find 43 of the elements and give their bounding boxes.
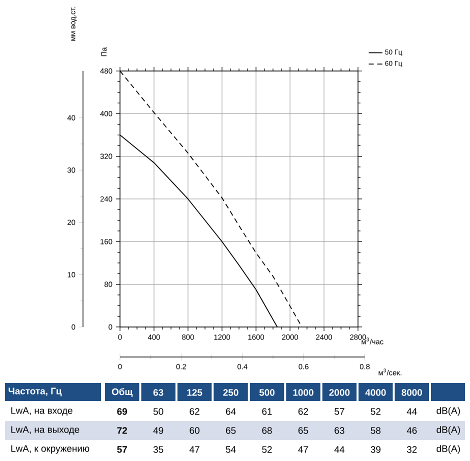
data-label: 60 [190, 427, 200, 434]
x-tick-label: 2000 [329, 389, 350, 396]
data-label: 47 [190, 446, 200, 453]
x-tick-label: 4000 [365, 389, 386, 396]
y2-tick-label: dB(A) [436, 445, 460, 454]
data-label: 47 [298, 446, 308, 453]
x-tick-label: 8000 [402, 389, 422, 396]
data-label: 52 [370, 408, 380, 415]
data-label: 72 [117, 427, 128, 434]
data-label: 57 [334, 408, 344, 415]
x-tick-label: 63 [153, 389, 164, 396]
data-label: 63 [334, 427, 344, 434]
x-tick-label: 250 [223, 389, 238, 396]
data-label: 61 [262, 408, 272, 415]
x-tick-label: Общ [112, 388, 133, 397]
x-tick-label: 125 [187, 389, 202, 396]
y-axis-title: Частота, Гц [8, 388, 62, 396]
data-label: 62 [190, 408, 200, 415]
x-tick-label: 500 [259, 389, 275, 396]
data-label: 39 [370, 446, 380, 453]
data-label: 35 [153, 446, 164, 453]
data-label: 69 [117, 408, 128, 415]
data-label: 49 [153, 427, 164, 434]
y-tick-label: LwA, на выходе [11, 426, 80, 435]
data-label: 44 [334, 446, 344, 453]
data-label: 52 [262, 446, 272, 453]
data-label: 46 [406, 427, 417, 434]
y2-tick-label: dB(A) [436, 407, 460, 416]
data-label: 54 [226, 446, 236, 453]
x-tick-label: 1000 [293, 389, 314, 396]
y2-tick-label: dB(A) [436, 426, 460, 435]
data-label: 32 [406, 446, 417, 453]
data-label: 64 [226, 408, 236, 415]
data-label: 65 [298, 427, 308, 434]
data-label: 44 [406, 408, 417, 415]
data-label: 57 [117, 446, 127, 453]
data-label: 58 [370, 427, 381, 434]
data-label: 68 [262, 427, 272, 434]
data-label: 50 [153, 408, 164, 415]
data-label: 65 [226, 427, 236, 434]
y-tick-label: LwA, к окружению [11, 445, 90, 454]
y-tick-label: LwA, на входе [11, 407, 72, 416]
data-label: 62 [298, 408, 308, 415]
